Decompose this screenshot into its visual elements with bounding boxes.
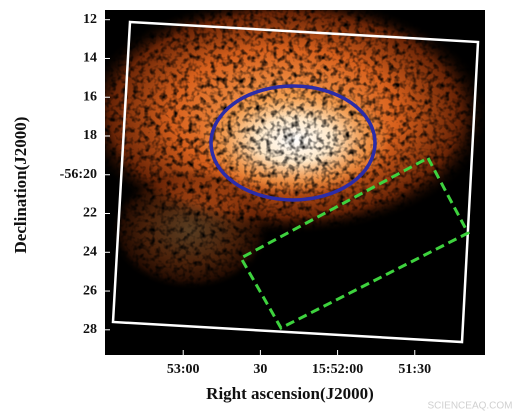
y-tick-label: 28	[83, 322, 97, 337]
y-tick-label: 16	[83, 89, 97, 104]
field-outline	[111, 20, 480, 344]
x-axis-title: Right ascension(J2000)	[206, 384, 374, 403]
x-tick-label: 53:00	[167, 362, 200, 377]
y-axis-title: Declination(J2000)	[11, 117, 30, 254]
y-tick-label: -56:20	[60, 167, 97, 182]
source-region	[209, 84, 377, 202]
y-tick-label: 26	[83, 283, 97, 298]
y-tick-label: 14	[83, 51, 97, 66]
x-tick-label: 51:30	[398, 362, 431, 377]
sky-image	[105, 10, 485, 355]
x-tick-label: 15:52:00	[312, 362, 363, 377]
background-region	[238, 155, 471, 330]
x-tick-label: 30	[253, 362, 267, 377]
y-tick-label: 22	[83, 206, 97, 221]
y-tick-label: 12	[83, 12, 97, 27]
y-tick-label: 18	[83, 128, 97, 143]
y-tick-label: 24	[83, 244, 97, 259]
watermark: SCIENCEAQ.COM	[427, 401, 512, 412]
